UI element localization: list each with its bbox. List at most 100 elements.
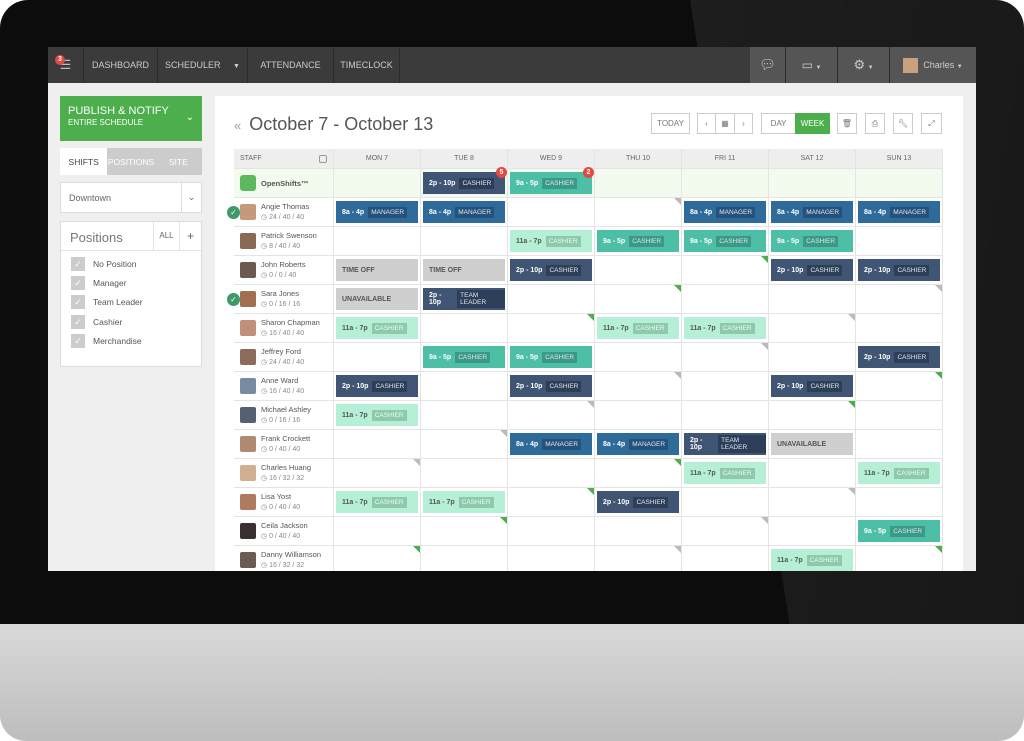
schedule-cell[interactable]: 2p - 10p CASHIER: [856, 256, 943, 285]
staff-row[interactable]: Jeffrey Ford ◷ 24 / 40 / 40: [234, 343, 334, 372]
schedule-cell[interactable]: 2p - 10p CASHIER: [595, 488, 682, 517]
schedule-cell[interactable]: [508, 546, 595, 571]
schedule-cell[interactable]: [508, 517, 595, 546]
schedule-cell[interactable]: 2p - 10p CASHIER: [769, 372, 856, 401]
schedule-cell[interactable]: [595, 401, 682, 430]
calendar-button[interactable]: ▦: [715, 113, 735, 134]
schedule-cell[interactable]: [595, 285, 682, 314]
schedule-cell[interactable]: 11a - 7p CASHIER: [421, 488, 508, 517]
schedule-cell[interactable]: 8a - 4p MANAGER: [508, 430, 595, 459]
user-menu[interactable]: Charles ▼: [890, 47, 976, 83]
schedule-cell[interactable]: 2p - 10p TEAM LEADER: [682, 430, 769, 459]
schedule-cell[interactable]: [421, 546, 508, 571]
schedule-cell[interactable]: 11a - 7p CASHIER: [334, 401, 421, 430]
checkbox-icon[interactable]: [319, 155, 327, 163]
schedule-cell[interactable]: UNAVAILABLE: [334, 285, 421, 314]
schedule-cell[interactable]: [856, 285, 943, 314]
tab-shifts[interactable]: SHIFTS: [60, 148, 108, 175]
shift-block[interactable]: 2p - 10p CASHIER: [597, 491, 679, 513]
location-select[interactable]: Downtown ⌄: [60, 182, 202, 213]
schedule-cell[interactable]: [682, 372, 769, 401]
shift-block[interactable]: 2p - 10p CASHIER: [858, 259, 940, 281]
schedule-cell[interactable]: [595, 459, 682, 488]
staff-row[interactable]: Patrick Swenson ◷ 8 / 40 / 40: [234, 227, 334, 256]
print-button[interactable]: ⎙: [865, 113, 885, 134]
shift-block[interactable]: 9a - 5p CASHIER: [597, 230, 679, 252]
schedule-cell[interactable]: [334, 227, 421, 256]
schedule-cell[interactable]: [595, 546, 682, 571]
day-header[interactable]: FRI 11: [682, 149, 769, 169]
schedule-cell[interactable]: [595, 372, 682, 401]
delete-button[interactable]: 🗑︎: [837, 113, 857, 134]
schedule-cell[interactable]: [334, 343, 421, 372]
staff-row[interactable]: ✓ Sara Jones ◷ 0 / 16 / 16: [227, 285, 334, 314]
shift-block[interactable]: 2p - 10p TEAM LEADER: [684, 433, 766, 455]
schedule-cell[interactable]: 11a - 7p CASHIER: [334, 488, 421, 517]
inbox-button[interactable]: ▭ ▼: [786, 47, 838, 83]
schedule-cell[interactable]: 9a - 5p CASHIER: [595, 227, 682, 256]
position-item[interactable]: ✓ Merchandise: [61, 331, 201, 350]
publish-notify-button[interactable]: PUBLISH & NOTIFY ENTIRE SCHEDULE ⌄: [60, 96, 202, 141]
schedule-cell[interactable]: 9a - 5p CASHIER: [508, 343, 595, 372]
select-all-button[interactable]: ALL: [153, 222, 179, 250]
schedule-cell[interactable]: [595, 343, 682, 372]
schedule-cell[interactable]: [508, 198, 595, 227]
schedule-cell[interactable]: [334, 430, 421, 459]
staff-row[interactable]: Danny Williamson ◷ 16 / 32 / 32: [234, 546, 334, 571]
schedule-cell[interactable]: [421, 517, 508, 546]
shift-block[interactable]: UNAVAILABLE: [771, 433, 853, 455]
schedule-cell[interactable]: 8a - 4p MANAGER: [856, 198, 943, 227]
open-shift-cell[interactable]: [682, 169, 769, 198]
schedule-cell[interactable]: [769, 285, 856, 314]
schedule-cell[interactable]: 11a - 7p CASHIER: [769, 546, 856, 571]
shift-block[interactable]: 11a - 7p CASHIER: [336, 317, 418, 339]
schedule-cell[interactable]: [856, 546, 943, 571]
schedule-cell[interactable]: [421, 459, 508, 488]
shift-block[interactable]: 8a - 4p MANAGER: [684, 201, 766, 223]
schedule-cell[interactable]: [769, 459, 856, 488]
nav-dashboard[interactable]: DASHBOARD: [84, 47, 158, 83]
settings-button[interactable]: ⚙ ▼: [838, 47, 890, 83]
schedule-cell[interactable]: [508, 314, 595, 343]
schedule-cell[interactable]: [856, 430, 943, 459]
schedule-cell[interactable]: 8a - 4p MANAGER: [769, 198, 856, 227]
checkbox-checked-icon[interactable]: ✓: [71, 295, 85, 310]
day-view-button[interactable]: DAY: [761, 113, 796, 134]
open-shift-cell[interactable]: [334, 169, 421, 198]
schedule-cell[interactable]: 2p - 10p CASHIER: [856, 343, 943, 372]
schedule-cell[interactable]: [508, 488, 595, 517]
schedule-cell[interactable]: [421, 401, 508, 430]
schedule-cell[interactable]: [856, 372, 943, 401]
shift-block[interactable]: 9a - 5p CASHIER: [771, 230, 853, 252]
position-item[interactable]: ✓ Cashier: [61, 312, 201, 331]
schedule-cell[interactable]: [682, 401, 769, 430]
schedule-cell[interactable]: 2p - 10p CASHIER: [508, 256, 595, 285]
schedule-cell[interactable]: [421, 372, 508, 401]
checkbox-checked-icon[interactable]: ✓: [71, 256, 85, 271]
shift-block[interactable]: 9a - 5p CASHIER 2: [510, 167, 594, 194]
schedule-cell[interactable]: 11a - 7p CASHIER: [856, 459, 943, 488]
shift-block[interactable]: 8a - 4p MANAGER: [336, 201, 418, 223]
shift-block[interactable]: 11a - 7p CASHIER: [423, 491, 505, 513]
shift-block[interactable]: 11a - 7p CASHIER: [858, 462, 940, 484]
nav-scheduler[interactable]: SCHEDULER ▼: [158, 47, 248, 83]
add-position-button[interactable]: +: [179, 222, 201, 250]
schedule-cell[interactable]: 9a - 5p CASHIER: [769, 227, 856, 256]
shift-block[interactable]: 8a - 4p MANAGER: [510, 433, 592, 455]
day-header[interactable]: THU 10: [595, 149, 682, 169]
schedule-cell[interactable]: [682, 285, 769, 314]
day-header[interactable]: WED 9: [508, 149, 595, 169]
schedule-cell[interactable]: 8a - 4p MANAGER: [595, 430, 682, 459]
schedule-cell[interactable]: [856, 488, 943, 517]
schedule-cell[interactable]: [334, 517, 421, 546]
day-header[interactable]: SAT 12: [769, 149, 856, 169]
day-header[interactable]: SUN 13: [856, 149, 943, 169]
schedule-cell[interactable]: [682, 517, 769, 546]
staff-row[interactable]: Lisa Yost ◷ 0 / 40 / 40: [234, 488, 334, 517]
staff-row[interactable]: Frank Crockett ◷ 0 / 40 / 40: [234, 430, 334, 459]
day-header[interactable]: TUE 8: [421, 149, 508, 169]
schedule-cell[interactable]: 2p - 10p CASHIER: [334, 372, 421, 401]
schedule-cell[interactable]: 8a - 4p MANAGER: [334, 198, 421, 227]
schedule-cell[interactable]: [421, 430, 508, 459]
shift-block[interactable]: 11a - 7p CASHIER: [684, 317, 766, 339]
